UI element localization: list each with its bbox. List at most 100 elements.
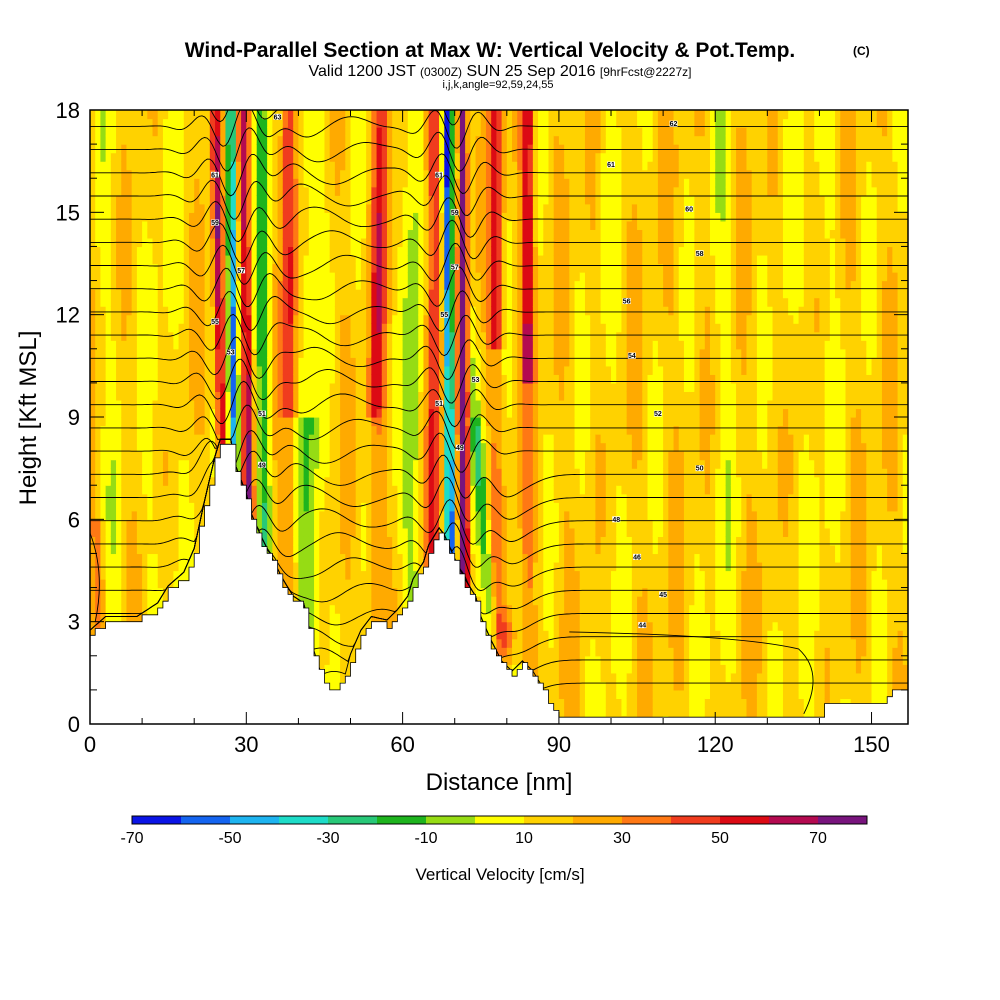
velocity-cell xyxy=(147,272,154,282)
velocity-cell xyxy=(376,118,383,128)
velocity-cell xyxy=(386,493,393,503)
velocity-cell xyxy=(360,561,367,572)
velocity-cell xyxy=(277,135,284,145)
velocity-cell xyxy=(147,536,154,546)
velocity-cell xyxy=(277,451,284,461)
velocity-cell xyxy=(178,178,185,188)
velocity-cell xyxy=(251,178,258,188)
velocity-cell xyxy=(366,263,372,273)
velocity-cell xyxy=(433,254,440,265)
velocity-cell xyxy=(215,237,221,248)
velocity-cell xyxy=(194,297,201,307)
velocity-cell xyxy=(402,425,409,435)
velocity-cell xyxy=(225,408,232,418)
velocity-cell xyxy=(423,434,430,444)
velocity-cell xyxy=(397,536,404,546)
velocity-cell xyxy=(324,579,331,589)
velocity-cell xyxy=(366,425,372,435)
velocity-cell xyxy=(225,434,232,444)
velocity-cell xyxy=(439,374,445,384)
velocity-cell xyxy=(173,399,180,410)
velocity-cell xyxy=(230,237,237,248)
velocity-cell xyxy=(340,118,346,128)
velocity-cell xyxy=(162,306,169,316)
velocity-cell xyxy=(439,186,445,196)
velocity-cell xyxy=(220,237,227,248)
velocity-cell xyxy=(121,561,128,572)
velocity-cell xyxy=(168,297,174,307)
velocity-cell xyxy=(168,425,174,435)
velocity-cell xyxy=(287,203,294,213)
velocity-cell xyxy=(386,314,393,324)
velocity-cell xyxy=(220,118,227,128)
velocity-cell xyxy=(314,417,320,427)
velocity-cell xyxy=(293,135,300,145)
velocity-cell xyxy=(199,365,206,375)
velocity-cell xyxy=(105,135,112,145)
velocity-cell xyxy=(360,297,367,307)
velocity-cell xyxy=(90,596,96,606)
velocity-cell xyxy=(152,169,159,179)
velocity-cell xyxy=(418,485,425,495)
velocity-cell xyxy=(340,237,346,248)
velocity-cell xyxy=(407,203,414,213)
velocity-cell xyxy=(293,144,300,154)
velocity-cell xyxy=(381,357,388,367)
velocity-cell xyxy=(355,519,362,529)
velocity-cell xyxy=(183,553,190,563)
velocity-cell xyxy=(215,348,221,358)
velocity-cell xyxy=(204,289,211,299)
velocity-cell xyxy=(329,161,336,171)
velocity-cell xyxy=(350,340,357,350)
velocity-cell xyxy=(267,331,273,341)
velocity-cell xyxy=(131,195,138,205)
velocity-cell xyxy=(131,306,138,316)
velocity-cell xyxy=(126,178,133,188)
velocity-cell xyxy=(324,289,331,299)
velocity-cell xyxy=(350,297,357,307)
velocity-cell xyxy=(168,314,174,324)
velocity-cell xyxy=(355,485,362,495)
velocity-cell xyxy=(209,374,216,384)
velocity-cell xyxy=(126,570,133,580)
velocity-cell xyxy=(329,280,336,290)
velocity-cell xyxy=(360,587,367,597)
velocity-cell xyxy=(392,510,398,520)
velocity-cell xyxy=(95,203,102,213)
velocity-cell xyxy=(334,306,341,316)
velocity-cell xyxy=(303,417,310,427)
velocity-cell xyxy=(381,331,388,341)
velocity-cell xyxy=(314,519,320,529)
velocity-cell xyxy=(147,391,154,401)
velocity-cell xyxy=(136,365,143,375)
velocity-cell xyxy=(110,195,117,205)
velocity-cell xyxy=(287,408,294,418)
velocity-cell xyxy=(324,297,331,307)
velocity-cell xyxy=(319,340,326,350)
velocity-cell xyxy=(402,331,409,341)
velocity-cell xyxy=(319,510,326,520)
velocity-cell xyxy=(413,340,419,350)
velocity-cell xyxy=(230,331,237,341)
velocity-cell xyxy=(136,459,143,469)
velocity-cell xyxy=(256,519,263,529)
velocity-cell xyxy=(371,442,378,452)
velocity-cell xyxy=(371,229,378,239)
velocity-cell xyxy=(371,476,378,486)
velocity-cell xyxy=(376,391,383,401)
velocity-cell xyxy=(136,579,143,589)
velocity-cell xyxy=(162,527,169,537)
velocity-cell xyxy=(95,357,102,367)
velocity-cell xyxy=(178,331,185,341)
velocity-cell xyxy=(256,323,263,333)
velocity-cell xyxy=(147,229,154,239)
velocity-cell xyxy=(220,391,227,401)
velocity-cell xyxy=(162,502,169,512)
velocity-cell xyxy=(272,348,279,358)
velocity-cell xyxy=(360,203,367,213)
velocity-cell xyxy=(157,434,164,444)
velocity-cell xyxy=(136,502,143,512)
velocity-cell xyxy=(366,203,372,213)
velocity-cell xyxy=(204,331,211,341)
velocity-cell xyxy=(376,331,383,341)
